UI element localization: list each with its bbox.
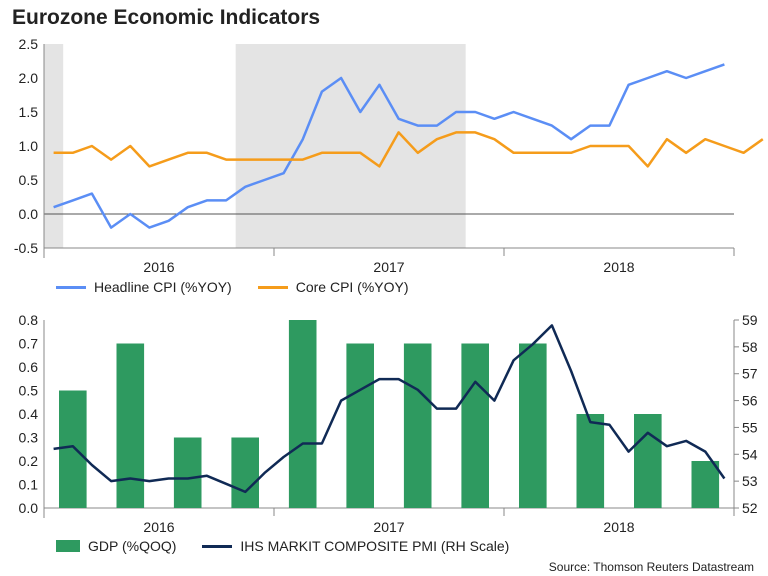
y-left-tick-label-8: 0.0 bbox=[19, 500, 39, 516]
legend-item-core: Core CPI (%YOY) bbox=[257, 279, 409, 295]
y-tick-label-6: -0.5 bbox=[14, 240, 38, 256]
shaded-region-1 bbox=[235, 44, 466, 248]
gdp-bar bbox=[59, 390, 87, 508]
y-right-tick-label-1: 58 bbox=[742, 339, 758, 355]
headline-cpi-line bbox=[53, 63, 725, 229]
gdp-bar bbox=[288, 320, 317, 508]
gdp-bar bbox=[691, 461, 720, 508]
x-year-label-2: 2018 bbox=[603, 519, 634, 535]
pmi-line bbox=[53, 324, 726, 494]
y-right-tick-label-4: 55 bbox=[742, 419, 758, 435]
gdp-bar bbox=[403, 343, 432, 508]
x-year-label-0: 2016 bbox=[143, 259, 174, 275]
legend-swatch-pmi bbox=[202, 544, 233, 548]
legend-swatch-gdp bbox=[56, 540, 80, 552]
y-left-tick-label-1: 0.7 bbox=[19, 336, 39, 352]
gdp-bar bbox=[116, 343, 145, 508]
source-note: Source: Thomson Reuters Datastream bbox=[548, 560, 754, 574]
y-left-tick-label-0: 0.8 bbox=[19, 312, 39, 328]
legend-item-gdp: GDP (%QOQ) bbox=[56, 538, 176, 554]
y-left-tick-label-7: 0.1 bbox=[19, 477, 39, 493]
y-right-tick-label-0: 59 bbox=[742, 312, 758, 328]
gdp-bar bbox=[173, 437, 202, 508]
y-right-tick-label-5: 54 bbox=[742, 446, 758, 462]
gdp-bar bbox=[461, 343, 489, 508]
x-year-label-1: 2017 bbox=[373, 519, 404, 535]
gdp-bar bbox=[634, 414, 662, 508]
gdp-pmi-legend: GDP (%QOQ) IHS MARKIT COMPOSITE PMI (RH … bbox=[56, 538, 535, 554]
gdp-bar bbox=[576, 414, 605, 508]
legend-item-headline: Headline CPI (%YOY) bbox=[56, 279, 232, 295]
y-tick-label-5: 0.0 bbox=[19, 206, 39, 222]
legend-label-headline: Headline CPI (%YOY) bbox=[94, 279, 232, 295]
y-tick-label-3: 1.0 bbox=[19, 138, 39, 154]
chart-title: Eurozone Economic Indicators bbox=[12, 6, 321, 29]
x-year-label-0: 2016 bbox=[143, 519, 174, 535]
y-tick-label-4: 0.5 bbox=[19, 172, 39, 188]
legend-label-core: Core CPI (%YOY) bbox=[295, 279, 409, 295]
gdp-bar bbox=[519, 343, 547, 508]
y-left-tick-label-6: 0.2 bbox=[19, 453, 39, 469]
x-year-label-1: 2017 bbox=[373, 259, 404, 275]
y-left-tick-label-2: 0.6 bbox=[19, 359, 39, 375]
y-tick-label-1: 2.0 bbox=[19, 70, 39, 86]
y-right-tick-label-6: 53 bbox=[742, 473, 758, 489]
core-cpi-line bbox=[53, 131, 764, 168]
cpi-chart: 2.5 2.0 1.5 1.0 0.5 0.0 -0.5 2016 2017 2018 bbox=[14, 36, 764, 275]
y-left-tick-label-4: 0.4 bbox=[19, 406, 39, 422]
y-left-tick-label-3: 0.5 bbox=[19, 383, 39, 399]
y-right-tick-label-7: 52 bbox=[742, 500, 758, 516]
cpi-legend: Headline CPI (%YOY) Core CPI (%YOY) bbox=[56, 279, 435, 295]
gdp-pmi-chart: 0.8 0.7 0.6 0.5 0.4 0.3 0.2 0.1 0.0 59 58 57 56 55 54 5… bbox=[19, 312, 758, 535]
shaded-region-0 bbox=[44, 44, 64, 248]
y-right-tick-label-2: 57 bbox=[742, 366, 758, 382]
legend-swatch-core bbox=[257, 285, 288, 289]
legend-swatch-headline bbox=[56, 285, 86, 289]
gdp-bar bbox=[346, 343, 374, 508]
legend-label-pmi: IHS MARKIT COMPOSITE PMI (RH Scale) bbox=[240, 538, 510, 554]
x-year-label-2: 2018 bbox=[603, 259, 634, 275]
y-tick-label-0: 2.5 bbox=[19, 36, 39, 52]
y-right-tick-label-3: 56 bbox=[742, 393, 758, 409]
legend-label-gdp: GDP (%QOQ) bbox=[88, 538, 177, 554]
y-left-tick-label-5: 0.3 bbox=[19, 430, 39, 446]
gdp-bar bbox=[231, 437, 259, 508]
y-tick-label-2: 1.5 bbox=[19, 104, 39, 120]
legend-item-pmi: IHS MARKIT COMPOSITE PMI (RH Scale) bbox=[202, 538, 509, 554]
